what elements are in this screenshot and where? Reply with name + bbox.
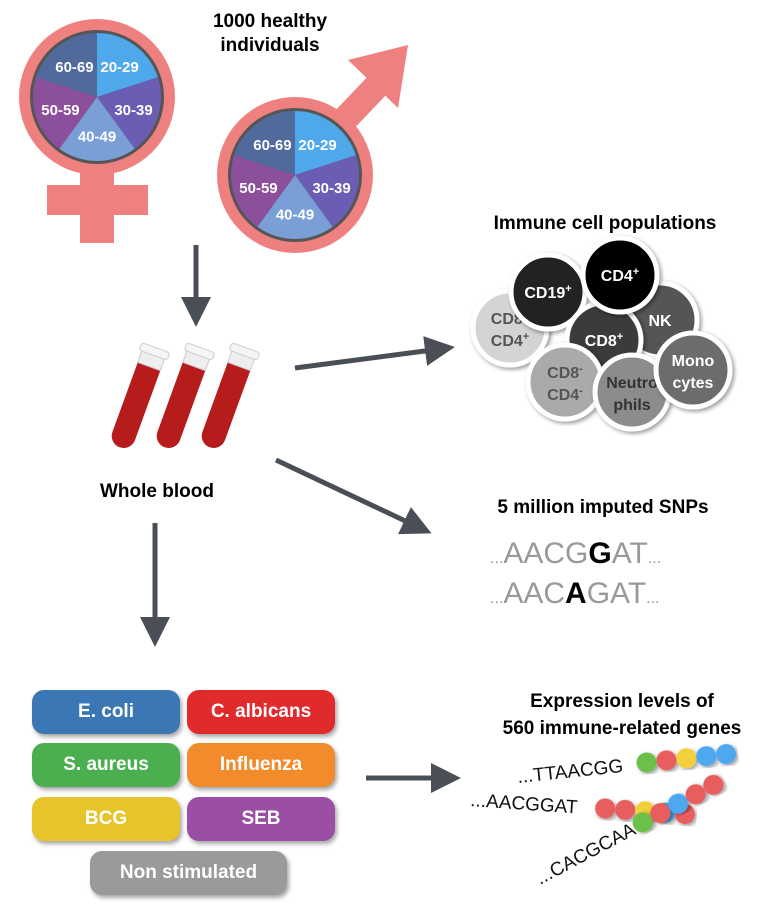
age-slice	[97, 33, 158, 97]
arrow-to-snps	[274, 457, 432, 535]
expression-bead	[676, 748, 697, 769]
age-label: 60-69	[253, 137, 291, 154]
female-symbol: 20-29 30-39 40-49 50-59 60-69	[19, 19, 175, 243]
stimulus-bcg: BCG	[32, 797, 180, 841]
svg-text:Mono: Mono	[672, 353, 715, 370]
snps-title: 5 million imputed SNPs	[497, 497, 708, 518]
gene-expression-row: ...CACGCAA	[532, 774, 724, 889]
stimulus-non-stimulated: Non stimulated	[90, 851, 287, 895]
snp-sequence: ...AACAGAT...	[490, 577, 660, 610]
svg-text:NK: NK	[648, 313, 672, 330]
stimulus-seb: SEB	[187, 797, 335, 841]
stimulus-s-aureus: S. aureus	[32, 743, 180, 787]
expression-bead	[716, 744, 737, 765]
svg-text:CD4+: CD4+	[601, 266, 639, 285]
expression-bead	[632, 812, 653, 833]
svg-text:CD4+: CD4+	[491, 331, 529, 350]
age-label: 50-59	[41, 102, 79, 119]
blood-tubes-icon	[111, 342, 260, 449]
expression-title-1: Expression levels of	[530, 691, 714, 712]
male-symbol: 20-29 30-39 40-49 50-59 60-69	[217, 45, 408, 253]
snp-sequence: ...AACGGAT...	[490, 537, 661, 570]
age-slice	[231, 155, 295, 227]
svg-text:...TTAACGG: ...TTAACGG	[516, 756, 624, 788]
expression-bead	[696, 746, 717, 767]
age-slice	[32, 77, 97, 149]
age-label: 20-29	[298, 137, 336, 154]
age-label: 30-39	[114, 102, 152, 119]
cell-population: Mono cytes	[653, 330, 733, 410]
svg-text:cytes: cytes	[673, 375, 714, 392]
age-label: 40-49	[276, 206, 314, 223]
age-slice	[295, 155, 359, 227]
age-label: 60-69	[55, 59, 93, 76]
expression-bead	[615, 799, 636, 820]
age-slice	[97, 77, 162, 149]
age-label: 30-39	[312, 180, 350, 197]
svg-text:Neutro: Neutro	[606, 375, 658, 392]
stimulus-influenza: Influenza	[187, 743, 335, 787]
gene-expression-row: ...TTAACGG	[516, 744, 737, 788]
age-slice	[59, 97, 135, 161]
expression-title-2: 560 immune-related genes	[503, 718, 742, 739]
blood-label: Whole blood	[100, 481, 214, 502]
cell-population: CD19+	[508, 252, 588, 332]
age-slice	[234, 111, 295, 175]
cells-title: Immune cell populations	[494, 213, 717, 234]
expression-bead	[595, 798, 616, 819]
cell-population: CD4+	[580, 235, 660, 315]
svg-text:CD8-: CD8-	[547, 363, 583, 382]
age-label: 50-59	[239, 180, 277, 197]
svg-text:...AACGGAT: ...AACGGAT	[470, 790, 579, 818]
svg-text:CD19+: CD19+	[524, 283, 571, 302]
arrow-to-cells	[294, 336, 455, 371]
age-slice	[36, 33, 97, 97]
age-label: 20-29	[100, 59, 138, 76]
age-slice	[257, 175, 333, 239]
cohort-title: 1000 healthy individuals	[213, 11, 327, 56]
expression-bead	[656, 750, 677, 771]
svg-text:phils: phils	[613, 397, 650, 414]
expression-bead	[703, 774, 724, 795]
expression-bead	[667, 793, 688, 814]
age-label: 40-49	[78, 128, 116, 145]
expression-bead	[636, 752, 657, 773]
age-slice	[295, 111, 356, 175]
stimulus-e-coli: E. coli	[32, 690, 180, 734]
svg-text:CD4-: CD4-	[547, 385, 583, 404]
svg-text:CD8+: CD8+	[585, 331, 623, 350]
cell-population: CD8- CD4-	[525, 342, 605, 422]
expression-bead	[685, 784, 706, 805]
svg-text:...CACGCAA: ...CACGCAA	[532, 819, 639, 889]
expression-bead	[650, 803, 671, 824]
stimulus-c-albicans: C. albicans	[187, 690, 335, 734]
